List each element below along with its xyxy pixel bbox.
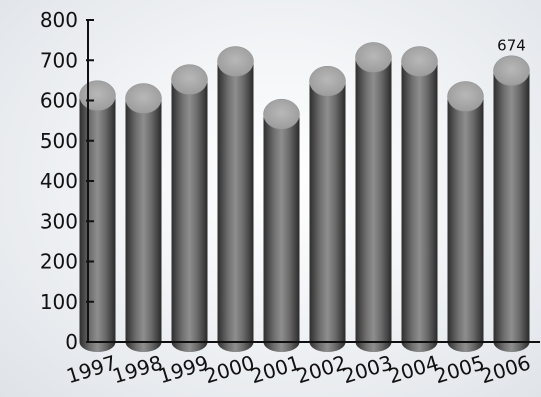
bar-body: [217, 61, 254, 343]
bar-body: [79, 95, 116, 342]
data-labels-group: 674: [497, 37, 526, 55]
y-tick-label: 300: [40, 209, 78, 233]
bar-body: [401, 61, 438, 343]
x-tick-label: 2006: [478, 350, 534, 388]
bar-top-cap: [217, 46, 254, 77]
bar: [401, 46, 438, 352]
y-tick-label: 0: [65, 330, 78, 354]
y-tick-label: 100: [40, 290, 78, 314]
bar-top-cap: [125, 83, 162, 114]
bar-top-cap: [263, 98, 300, 130]
bar-body: [355, 57, 392, 343]
bar-top-cap: [79, 80, 116, 111]
bars-group: [79, 42, 530, 352]
y-tick-label: 200: [40, 250, 78, 274]
bar-top-cap: [309, 65, 346, 97]
bar: [171, 64, 208, 352]
bar: [263, 98, 300, 352]
bar-body: [309, 81, 346, 343]
y-tick-label: 700: [40, 48, 78, 72]
bar: [309, 65, 346, 352]
bar: [493, 55, 530, 352]
y-ticks-group: 0 100 200 300 400 500 600 700 800: [40, 8, 94, 354]
bar-body: [493, 70, 530, 342]
y-tick-label: 800: [40, 8, 78, 32]
bar-body: [447, 96, 484, 342]
bar-top-cap: [171, 64, 208, 95]
bar: [355, 42, 392, 352]
bar: [447, 81, 484, 352]
bar: [125, 83, 162, 352]
bar: [79, 80, 116, 352]
bar-body: [263, 114, 300, 342]
bar-top-cap: [401, 46, 438, 77]
y-tick-label: 400: [40, 169, 78, 193]
data-label: 674: [497, 37, 526, 55]
y-tick-label: 500: [40, 129, 78, 153]
bar-top-cap: [493, 55, 530, 86]
y-tick-label: 600: [40, 89, 78, 113]
bar: [217, 46, 254, 352]
bar-body: [171, 79, 208, 342]
bar-body: [125, 98, 162, 342]
bar-top-cap: [447, 81, 484, 112]
bar-top-cap: [355, 42, 392, 73]
